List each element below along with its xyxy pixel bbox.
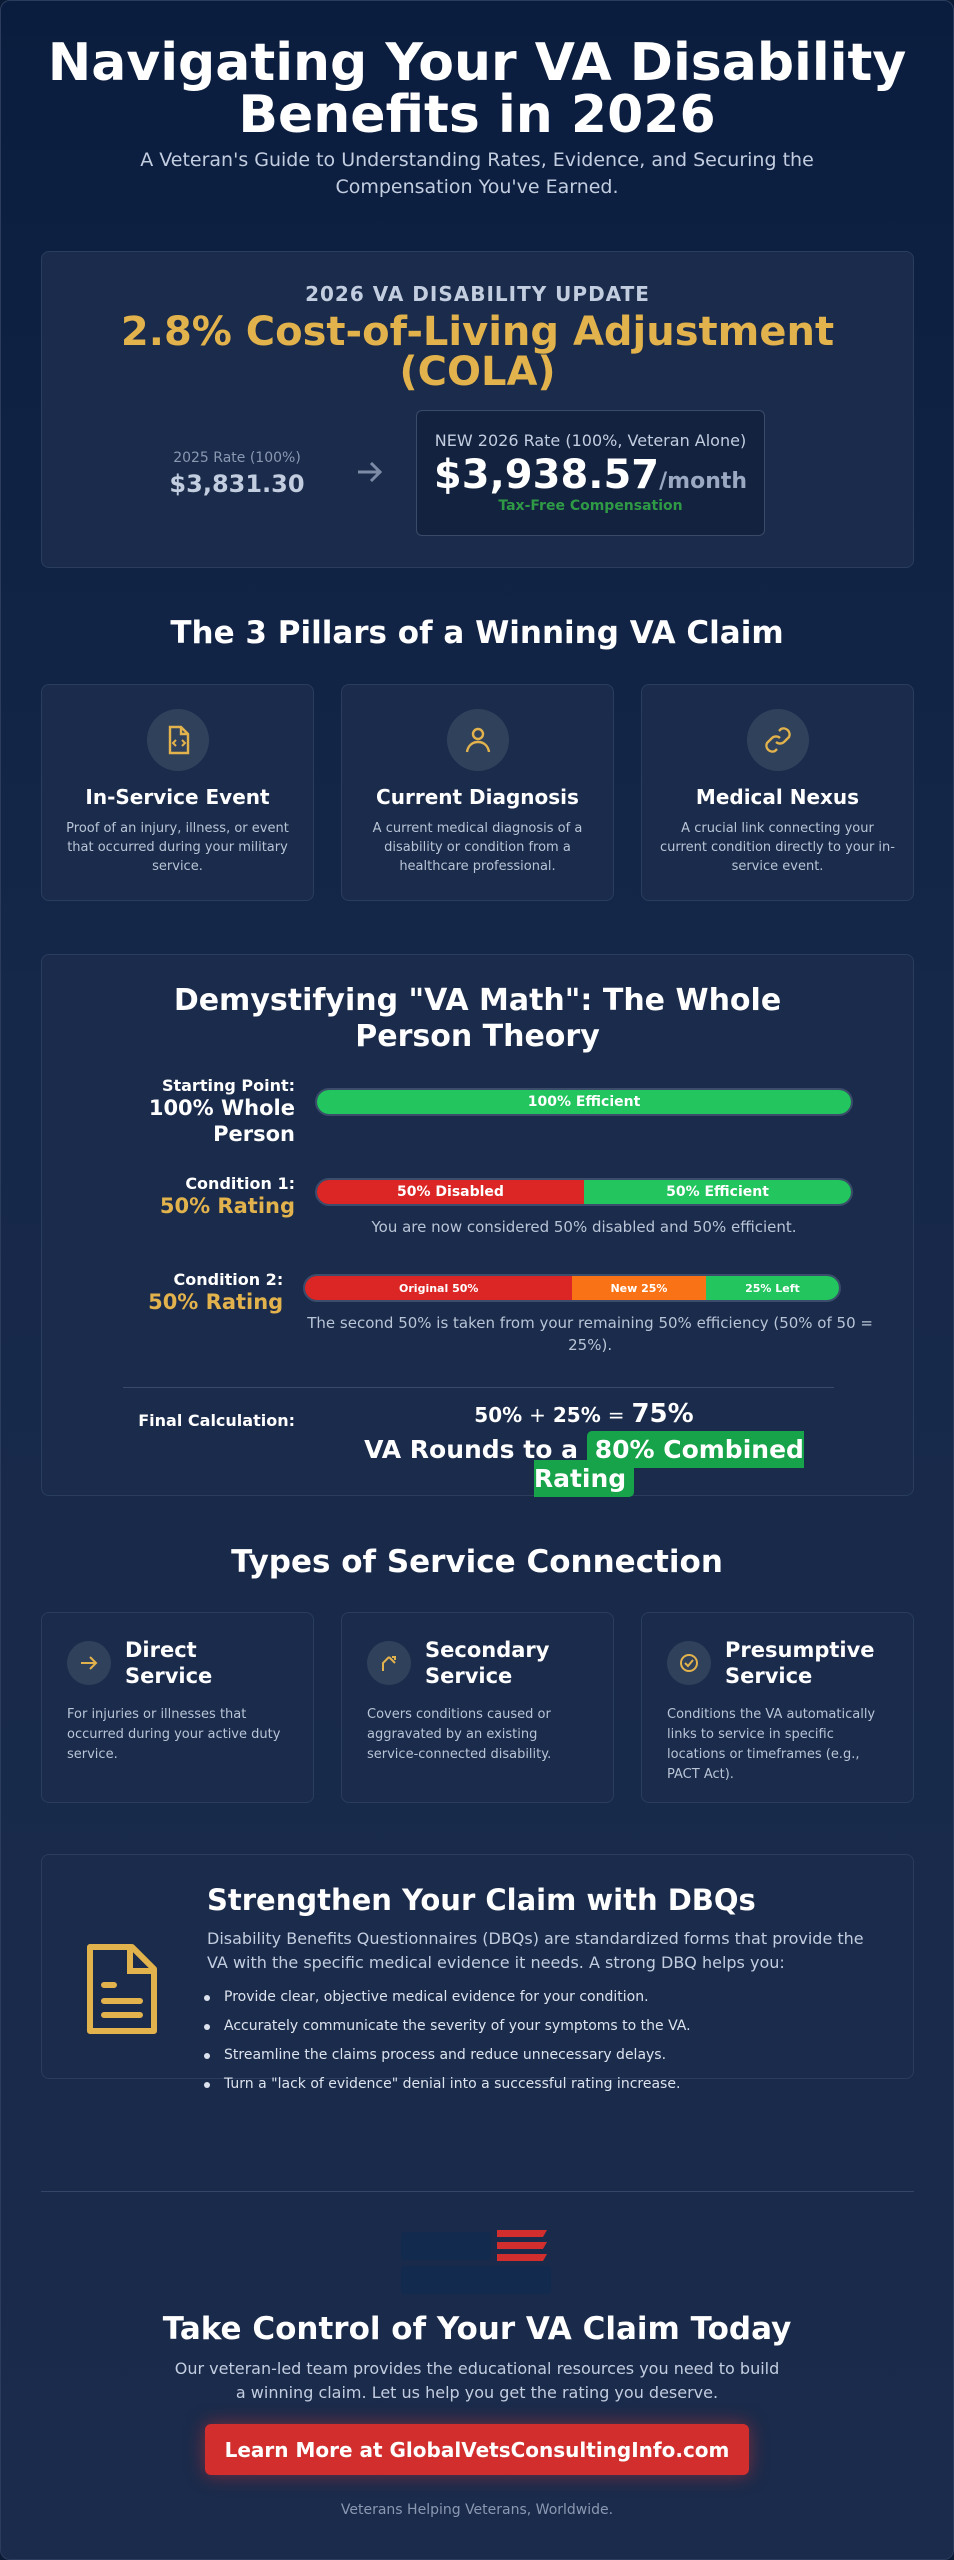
dbq-bullet: Streamline the claims process and reduce… <box>202 2047 691 2063</box>
bar-segment: Original 50% <box>305 1276 573 1300</box>
bar-segment: New 25% <box>572 1276 706 1300</box>
eq-part: 50% <box>474 1403 523 1427</box>
row-label: Condition 2: <box>173 1270 284 1289</box>
eq-part: + <box>529 1403 546 1427</box>
row-label: Condition 1: <box>185 1174 295 1193</box>
dbq-card: Strengthen Your Claim with DBQs Disabili… <box>41 1854 914 2092</box>
cta-title: Take Control of Your VA Claim Today <box>162 2311 792 2347</box>
type-card: Direct Service For injuries or illnesses… <box>41 1612 314 1803</box>
eq-part: = <box>607 1403 625 1427</box>
cola-card: 2026 VA DISABILITY UPDATE 2.8% Cost-of-L… <box>41 251 914 568</box>
new-rate-unit: /month <box>659 469 748 494</box>
link-icon <box>764 727 791 753</box>
divider <box>41 2191 914 2192</box>
pillar-title: In-Service Event <box>85 785 270 809</box>
dbq-bullet: Turn a "lack of evidence" denial into a … <box>202 2076 691 2092</box>
final-label: Final Calculation: <box>138 1411 295 1430</box>
cta-button[interactable]: Learn More at GlobalVetsConsultingInfo.c… <box>205 2424 749 2475</box>
pillars-title: The 3 Pillars of a Winning VA Claim <box>170 615 784 651</box>
cola-label: 2026 VA DISABILITY UPDATE <box>305 282 650 306</box>
row-value: 50% Rating <box>148 1290 284 1314</box>
subtitle: A Veteran's Guide to Understanding Rates… <box>140 149 814 198</box>
type-title: Presumptive Service <box>725 1638 875 1688</box>
row-note: You are now considered 50% disabled and … <box>371 1218 797 1236</box>
type-card: Secondary Service Covers conditions caus… <box>341 1612 614 1803</box>
tax-note: Tax-Free Compensation <box>498 498 683 514</box>
row-value: 50% Rating <box>159 1194 295 1218</box>
check-icon <box>680 1654 698 1672</box>
person-icon <box>465 727 490 753</box>
pillar-text: A current medical diagnosis of a disabil… <box>372 821 583 874</box>
va-math-card: Demystifying "VA Math": The Whole Person… <box>41 954 914 1497</box>
pillar-text: A crucial link connecting your current c… <box>660 821 895 874</box>
dbq-bullet: Provide clear, objective medical evidenc… <box>202 1989 691 2005</box>
row-label: Starting Point: <box>161 1076 295 1095</box>
bar-segment: 25% Left <box>705 1276 840 1300</box>
types-title: Types of Service Connection <box>231 1544 723 1580</box>
branch-icon <box>382 1656 396 1671</box>
pillar-title: Medical Nexus <box>695 785 860 809</box>
divider <box>123 1387 834 1388</box>
arrow-icon <box>358 461 383 483</box>
arrow-icon <box>81 1656 98 1670</box>
type-title: Direct Service <box>125 1638 213 1688</box>
pillar-card: In-Service Event Proof of an injury, ill… <box>41 684 314 901</box>
type-title: Secondary Service <box>425 1638 550 1688</box>
eq-part: 25% <box>552 1403 601 1427</box>
bar-segment: 100% Efficient <box>317 1090 851 1114</box>
dbq-intro: Disability Benefits Questionnaires (DBQs… <box>207 1929 864 1972</box>
old-rate: $3,831.30 <box>169 470 305 498</box>
title: Navigating Your VA Disability Benefits i… <box>47 33 907 145</box>
old-rate-label: 2025 Rate (100%) <box>173 450 301 466</box>
dbq-bullet: Accurately communicate the severity of y… <box>202 2018 691 2034</box>
dbq-icon <box>87 1944 157 2034</box>
type-text: Conditions the VA automatically links to… <box>667 1707 876 1782</box>
new-rate: $3,938.57 <box>433 452 660 498</box>
pillar-title: Current Diagnosis <box>376 785 579 809</box>
logo <box>401 2230 551 2294</box>
cola-headline: 2.8% Cost-of-Living Adjustment (COLA) <box>120 309 835 395</box>
pillar-card: Current Diagnosis A current medical diag… <box>341 684 614 901</box>
cta-text: Our veteran-led team provides the educat… <box>174 2359 780 2402</box>
new-rate-label: NEW 2026 Rate (100%, Veteran Alone) <box>434 431 747 450</box>
va-math-title: Demystifying "VA Math": The Whole Person… <box>173 983 782 1054</box>
dbq-title: Strengthen Your Claim with DBQs <box>207 1883 756 1917</box>
bar-segment: 50% Efficient <box>584 1180 851 1204</box>
row-value: 100% Whole Person <box>148 1096 295 1146</box>
pillar-text: Proof of an injury, illness, or event th… <box>66 821 289 874</box>
type-card: Presumptive Service Conditions the VA au… <box>641 1612 914 1803</box>
type-text: For injuries or illnesses that occurred … <box>67 1707 281 1762</box>
footer: Veterans Helping Veterans, Worldwide. <box>340 2502 614 2518</box>
eq-part: 75% <box>631 1399 694 1429</box>
pillar-card: Medical Nexus A crucial link connecting … <box>641 684 914 901</box>
doc-icon <box>168 725 189 755</box>
row-note: The second 50% is taken from your remain… <box>307 1314 873 1354</box>
type-text: Covers conditions caused or aggravated b… <box>367 1707 552 1762</box>
bar-segment: 50% Disabled <box>317 1180 584 1204</box>
